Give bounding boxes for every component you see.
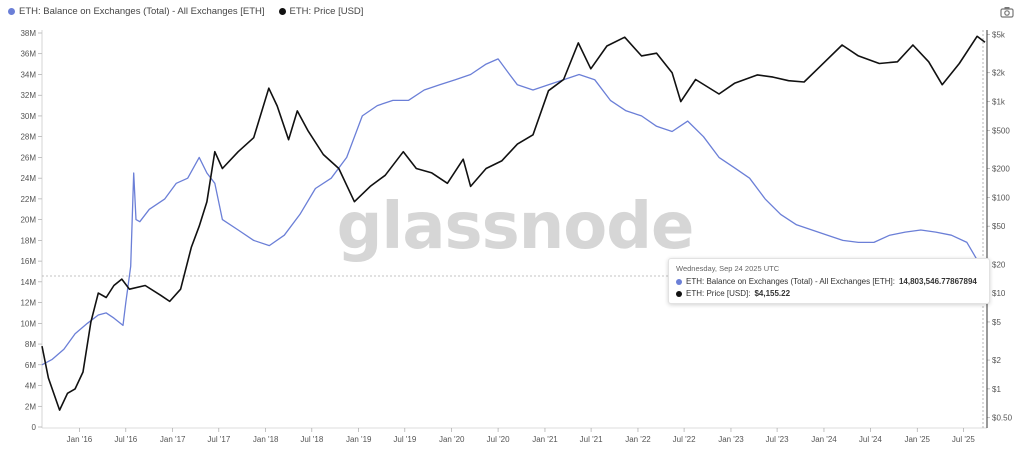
tooltip-price-dot	[676, 290, 682, 297]
x-axis-tick-label: Jul '22	[673, 435, 696, 444]
left-axis-tick-label: 20M	[20, 216, 36, 225]
x-axis-tick-label: Jan '25	[904, 435, 930, 444]
left-axis-tick-label: 4M	[25, 382, 36, 391]
right-axis: $0.50 $1 $2 $5 $10 $20 $50 $100 $200 $500 $1k $2k $5…	[987, 31, 1013, 423]
tooltip-balance-dot	[676, 278, 682, 285]
x-axis-tick-label: Jan '23	[718, 435, 744, 444]
legend-item-price[interactable]: ETH: Price [USD]	[278, 6, 364, 17]
x-axis-tick-label: Jan '19	[346, 435, 372, 444]
price-legend-dot	[278, 8, 286, 15]
right-axis-tick-label: $5	[992, 318, 1001, 327]
x-axis-tick-label: Jul '21	[580, 435, 603, 444]
right-axis-tick-label: $500	[992, 126, 1010, 135]
x-axis-tick-label: Jan '16	[67, 435, 93, 444]
x-axis-tick-label: Jul '25	[952, 435, 975, 444]
tooltip-price-value: $4,155.22	[754, 289, 791, 298]
right-axis-tick-label: $200	[992, 165, 1010, 174]
right-axis-tick-label: $1k	[992, 98, 1006, 107]
left-axis-tick-label: 14M	[20, 278, 36, 287]
x-axis-tick-label: Jul '16	[114, 435, 137, 444]
x-axis-tick-label: Jan '24	[811, 435, 837, 444]
left-axis-tick-label: 38M	[20, 29, 36, 38]
tooltip-balance-label: ETH: Balance on Exchanges (Total) - All …	[686, 277, 895, 286]
left-axis-tick-label: 6M	[25, 361, 36, 370]
right-axis-tick-label: $1	[992, 385, 1001, 394]
tooltip-row-price: ETH: Price [USD]: $4,155.22	[676, 289, 982, 298]
x-axis-tick-label: Jan '21	[532, 435, 558, 444]
x-axis-tick-label: Jan '20	[439, 435, 465, 444]
x-axis-tick-label: Jan '18	[253, 435, 279, 444]
left-axis-tick-label: 26M	[20, 153, 36, 162]
x-axis-tick-label: Jul '23	[766, 435, 789, 444]
left-axis-tick-label: 32M	[20, 91, 36, 100]
left-axis-tick-label: 36M	[20, 50, 36, 59]
left-axis-tick-label: 10M	[20, 319, 36, 328]
camera-icon[interactable]	[1000, 6, 1014, 18]
x-axis-tick-label: Jan '17	[160, 435, 186, 444]
x-axis-tick-label: Jul '19	[393, 435, 416, 444]
right-axis-tick-label: $0.50	[992, 414, 1013, 423]
x-axis-tick-label: Jul '18	[300, 435, 323, 444]
right-axis-tick-label: $10	[992, 289, 1006, 298]
tooltip-price-label: ETH: Price [USD]:	[686, 289, 751, 298]
x-axis-tick-label: Jul '24	[859, 435, 882, 444]
legend-label-balance: ETH: Balance on Exchanges (Total) - All …	[19, 6, 265, 17]
tooltip-row-balance: ETH: Balance on Exchanges (Total) - All …	[676, 277, 982, 286]
hover-tooltip: Wednesday, Sep 24 2025 UTC ETH: Balance …	[668, 258, 990, 304]
left-axis-tick-label: 24M	[20, 174, 36, 183]
left-axis-tick-label: 28M	[20, 133, 36, 142]
x-axis: Jan '16 Jul '16 Jan '17 Jul '17 Jan '18 Jul '…	[42, 427, 987, 444]
legend-item-balance[interactable]: ETH: Balance on Exchanges (Total) - All …	[8, 6, 265, 17]
legend-label-price: ETH: Price [USD]	[289, 6, 364, 17]
left-axis-tick-label: 30M	[20, 112, 36, 121]
right-axis-tick-label: $5k	[992, 31, 1006, 40]
left-axis-tick-label: 18M	[20, 236, 36, 245]
right-axis-tick-label: $2	[992, 356, 1001, 365]
watermark-text: glassnode	[337, 190, 694, 264]
chart-legend: ETH: Balance on Exchanges (Total) - All …	[8, 6, 363, 17]
right-axis-tick-label: $2k	[992, 69, 1006, 78]
right-axis-tick-label: $50	[992, 222, 1006, 231]
balance-series-line	[41, 58, 986, 366]
left-axis-tick-label: 12M	[20, 299, 36, 308]
left-axis-tick-label: 22M	[20, 195, 36, 204]
tooltip-balance-value: 14,803,546.77867894	[898, 277, 977, 286]
balance-legend-dot	[8, 8, 15, 15]
x-axis-tick-label: Jan '22	[625, 435, 651, 444]
left-axis: 0 2M 4M 6M 8M 10M 12M 14M 16M 18M 20M 22M 24M 26M 28M 3…	[20, 29, 43, 432]
left-axis-tick-label: 16M	[20, 257, 36, 266]
x-axis-tick-label: Jul '20	[487, 435, 510, 444]
left-axis-tick-label: 34M	[20, 70, 36, 79]
left-axis-tick-label: 2M	[25, 402, 36, 411]
tooltip-date: Wednesday, Sep 24 2025 UTC	[676, 264, 780, 273]
left-axis-tick-label: 8M	[25, 340, 36, 349]
right-axis-tick-label: $100	[992, 193, 1010, 202]
price-series-line	[41, 35, 986, 411]
right-axis-tick-label: $20	[992, 260, 1006, 269]
x-axis-tick-label: Jul '17	[207, 435, 230, 444]
left-axis-tick-label: 0	[32, 423, 37, 432]
